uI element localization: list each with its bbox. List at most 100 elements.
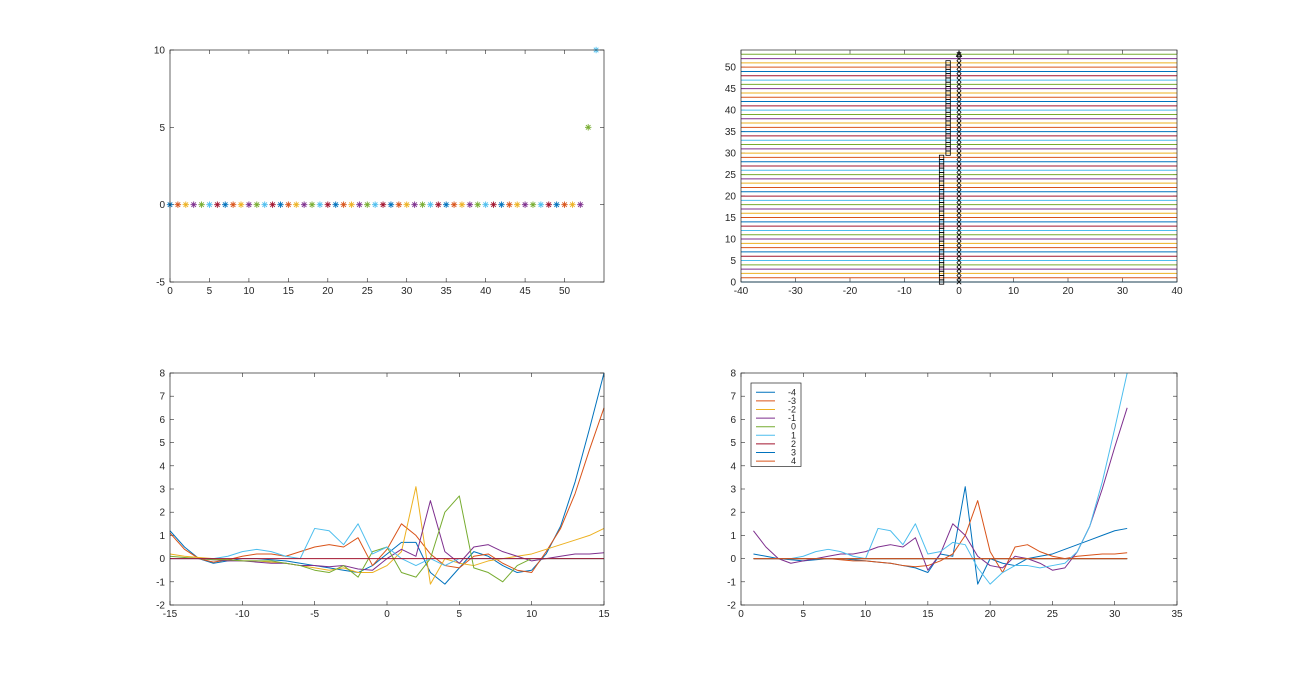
asterisk-stroke <box>364 202 370 208</box>
x-tick-label: 5 <box>207 286 213 297</box>
x-marker-stroke <box>956 210 962 216</box>
y-tick-label: 7 <box>159 392 165 403</box>
data-point <box>585 124 592 131</box>
x-marker <box>956 64 962 70</box>
asterisk-stroke <box>490 202 497 208</box>
data-point <box>245 201 253 208</box>
triangle-marker <box>955 50 963 57</box>
x-marker-stroke <box>956 129 962 135</box>
x-marker-stroke <box>956 142 962 148</box>
data-point <box>529 201 537 208</box>
data-point <box>458 201 466 208</box>
x-marker <box>956 142 962 148</box>
x-marker <box>956 245 962 251</box>
data-point <box>545 201 552 208</box>
asterisk-stroke <box>238 202 244 208</box>
data-point <box>506 201 513 208</box>
x-marker-stroke <box>956 86 962 92</box>
data-point <box>561 201 568 208</box>
asterisk-stroke <box>277 202 284 208</box>
x-marker <box>956 116 962 122</box>
x-tick-label: 0 <box>956 286 962 297</box>
x-marker-stroke <box>956 167 962 173</box>
asterisk-stroke <box>285 202 291 208</box>
x-marker <box>956 189 962 195</box>
x-marker <box>956 137 962 143</box>
x-marker <box>956 210 962 216</box>
x-marker <box>956 77 962 83</box>
data-point <box>222 201 229 208</box>
x-marker-stroke <box>956 90 962 96</box>
y-tick-label: 25 <box>725 170 737 181</box>
axes-frame <box>740 372 1178 606</box>
x-tick-label: 25 <box>362 286 374 297</box>
x-marker-stroke <box>956 116 962 122</box>
y-tick-label: 30 <box>725 149 737 160</box>
asterisk-stroke <box>341 202 347 208</box>
data-point <box>190 201 197 208</box>
asterisk-stroke <box>514 202 520 208</box>
x-marker <box>956 215 962 221</box>
asterisk-stroke <box>246 202 252 208</box>
y-tick-label: 8 <box>730 369 736 380</box>
asterisk-stroke <box>214 202 220 208</box>
asterisk-stroke <box>506 202 512 208</box>
y-tick-label: -2 <box>727 601 736 612</box>
x-tick-label: 40 <box>1171 286 1183 297</box>
x-marker <box>956 236 962 242</box>
y-tick-label: 5 <box>730 438 736 449</box>
y-tick-label: -1 <box>727 577 736 588</box>
asterisk-stroke <box>333 202 339 208</box>
asterisk-stroke <box>301 202 307 208</box>
asterisk-stroke <box>396 202 402 208</box>
x-marker <box>956 159 962 165</box>
x-tick-label: 35 <box>441 286 453 297</box>
data-point <box>403 201 410 208</box>
data-point <box>348 201 355 208</box>
data-point <box>174 201 182 208</box>
data-point <box>379 201 387 208</box>
asterisk-stroke <box>309 202 315 208</box>
asterisk-stroke <box>475 202 481 208</box>
x-marker-stroke <box>956 60 962 66</box>
x-tick-label: 30 <box>401 286 413 297</box>
x-tick-label: 15 <box>922 609 934 620</box>
y-tick-label: 4 <box>159 461 165 472</box>
asterisk-stroke <box>404 202 410 208</box>
x-marker <box>956 129 962 135</box>
x-tick-label: 45 <box>520 286 532 297</box>
x-marker <box>956 124 962 130</box>
x-marker-stroke <box>956 103 962 109</box>
x-marker-stroke <box>956 64 962 70</box>
x-marker <box>956 99 962 105</box>
legend-label: -1 <box>788 413 796 423</box>
x-marker-stroke <box>956 266 962 272</box>
x-marker <box>956 258 962 264</box>
data-point <box>324 201 332 208</box>
x-marker <box>956 197 962 203</box>
x-tick-label: 15 <box>598 609 610 620</box>
x-marker <box>956 94 962 100</box>
data-point <box>411 201 418 208</box>
data-point <box>466 201 474 208</box>
x-marker-stroke <box>956 219 962 225</box>
x-marker-stroke <box>956 137 962 143</box>
x-marker-stroke <box>956 253 962 259</box>
x-tick-label: -20 <box>843 286 858 297</box>
asterisk-stroke <box>561 202 568 208</box>
x-marker <box>956 120 962 126</box>
asterisk-stroke <box>230 202 236 208</box>
asterisk-stroke <box>206 202 213 208</box>
x-marker <box>956 150 962 156</box>
asterisk-stroke <box>467 202 473 208</box>
x-marker <box>956 227 962 233</box>
x-tick-label: 30 <box>1117 286 1129 297</box>
x-tick-label: 20 <box>1062 286 1074 297</box>
subplot-top-right: -40 -30 -20 -10 0 10 20 30 40 0 5 10 15 20 25 30 35 40 45 5… <box>725 49 1183 297</box>
x-marker-stroke <box>956 172 962 178</box>
y-tick-label: 3 <box>730 485 736 496</box>
asterisk-stroke <box>569 202 576 208</box>
data-point <box>253 201 260 208</box>
x-marker-stroke <box>956 176 962 182</box>
